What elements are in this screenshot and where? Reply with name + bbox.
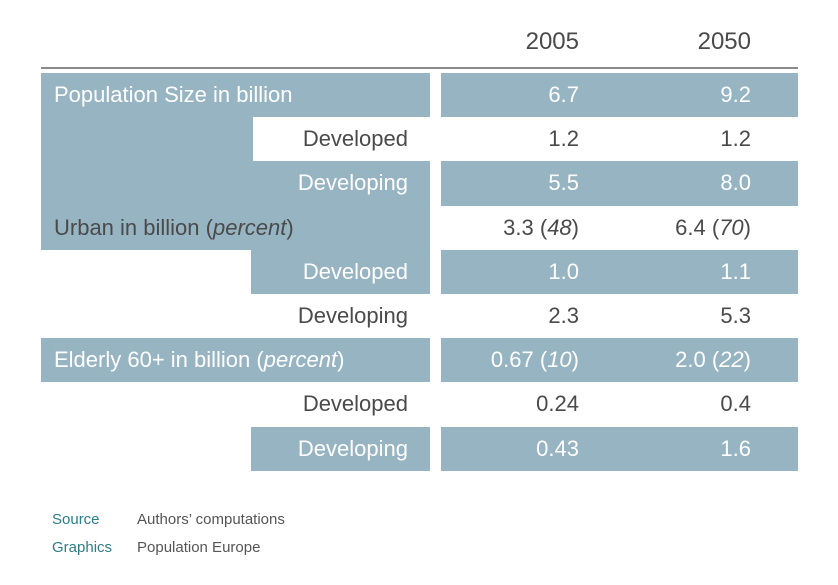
row-band-values	[441, 161, 798, 206]
column-header-2050: 2050	[697, 28, 751, 55]
row-band-values	[441, 249, 798, 294]
subrow-label: Developing	[298, 427, 408, 471]
source-label: Source	[52, 511, 100, 528]
value-2050: 1.1	[720, 250, 751, 294]
subrow-label: Developed	[303, 250, 408, 294]
column-header-2005: 2005	[525, 28, 579, 55]
row-band-group	[41, 161, 253, 206]
value-2050-number: 5.3	[720, 303, 751, 328]
row-band-label	[251, 161, 430, 206]
value-2050-percent: 22	[719, 347, 744, 373]
graphics-label: Graphics	[52, 539, 113, 556]
source-value: Authors’ computations	[137, 511, 285, 528]
row-band-label	[251, 249, 430, 294]
value-2005: 0.24	[536, 382, 579, 426]
subrow-label: Developing	[298, 294, 408, 338]
value-2005: 5.5	[548, 161, 579, 205]
row-band-values	[441, 73, 798, 118]
value-2005: 6.7	[548, 73, 579, 117]
row-label-text: Population Size in billion	[54, 82, 293, 107]
value-2050-number: 2.0	[675, 347, 706, 373]
value-2050: 9.2	[720, 73, 751, 117]
value-2005-number: 2.3	[548, 303, 579, 328]
value-2005: 1.0	[548, 250, 579, 294]
row-band-label	[41, 338, 430, 383]
row-band-label	[41, 73, 430, 118]
value-2005-number: 3.3	[503, 214, 534, 240]
row-band-values	[441, 426, 798, 471]
header-rule	[41, 67, 798, 69]
value-2050: 1.6	[720, 427, 751, 471]
value-2050: 8.0	[720, 161, 751, 205]
row-label: Elderly 60+ in billion (percent)	[54, 347, 345, 373]
value-2005: 2.3	[548, 294, 579, 338]
value-2005: 0.43	[536, 427, 579, 471]
value-2050-percent: 70	[719, 214, 744, 240]
value-2005-number: 1.2	[548, 126, 579, 152]
value-2050: 0.4	[720, 382, 751, 426]
row-label-text: Developing	[297, 303, 408, 328]
value-2050-number: 1.1	[720, 258, 751, 284]
value-2005-number: 5.5	[548, 170, 579, 196]
value-2050-number: 8.0	[720, 170, 751, 196]
row-band-values	[441, 338, 798, 383]
value-2050-number: 6.4	[675, 214, 706, 240]
row-label-text: Developed	[302, 391, 408, 417]
row-band-label	[251, 426, 430, 471]
value-2005-number: 6.7	[548, 82, 579, 107]
row-label-text: Developed	[302, 126, 408, 152]
value-2050-number: 1.2	[720, 126, 751, 152]
row-label: Urban in billion (percent)	[54, 214, 294, 240]
value-2050: 2.0 (22)	[675, 347, 751, 373]
value-2050-number: 9.2	[720, 82, 751, 107]
value-2005-percent: 10	[547, 347, 572, 373]
row-label-text: Elderly 60+ in billion	[54, 347, 251, 373]
row-band-group	[41, 117, 253, 162]
row-label-text: Developing	[297, 170, 408, 196]
value-2005-number: 0.67	[490, 347, 534, 373]
value-2050: 5.3	[720, 294, 751, 338]
row-label-italic: percent	[212, 214, 287, 240]
value-2005: 3.3 (48)	[503, 214, 579, 240]
row-label: Population Size in billion	[54, 73, 293, 117]
subrow-label: Developing	[298, 161, 408, 205]
row-label-text: Urban in billion	[54, 214, 200, 240]
row-band-label	[41, 205, 430, 250]
value-2005-number: 0.24	[536, 391, 579, 417]
value-2005: 1.2	[548, 117, 579, 161]
subrow-label: Developed	[303, 117, 408, 161]
subrow-label: Developed	[303, 382, 408, 426]
row-label-italic: percent	[263, 347, 338, 373]
value-2005-number: 1.0	[548, 258, 579, 284]
value-2005: 0.67 (10)	[490, 347, 579, 373]
value-2005-number: 0.43	[536, 435, 579, 461]
graphics-value: Population Europe	[137, 539, 261, 556]
row-label-text: Developing	[297, 435, 408, 461]
value-2050: 6.4 (70)	[675, 214, 751, 240]
value-2050-number: 1.6	[720, 435, 751, 461]
value-2050-number: 0.4	[720, 391, 751, 417]
row-label-text: Developed	[302, 258, 408, 284]
value-2005-percent: 48	[547, 214, 572, 240]
value-2050: 1.2	[720, 117, 751, 161]
